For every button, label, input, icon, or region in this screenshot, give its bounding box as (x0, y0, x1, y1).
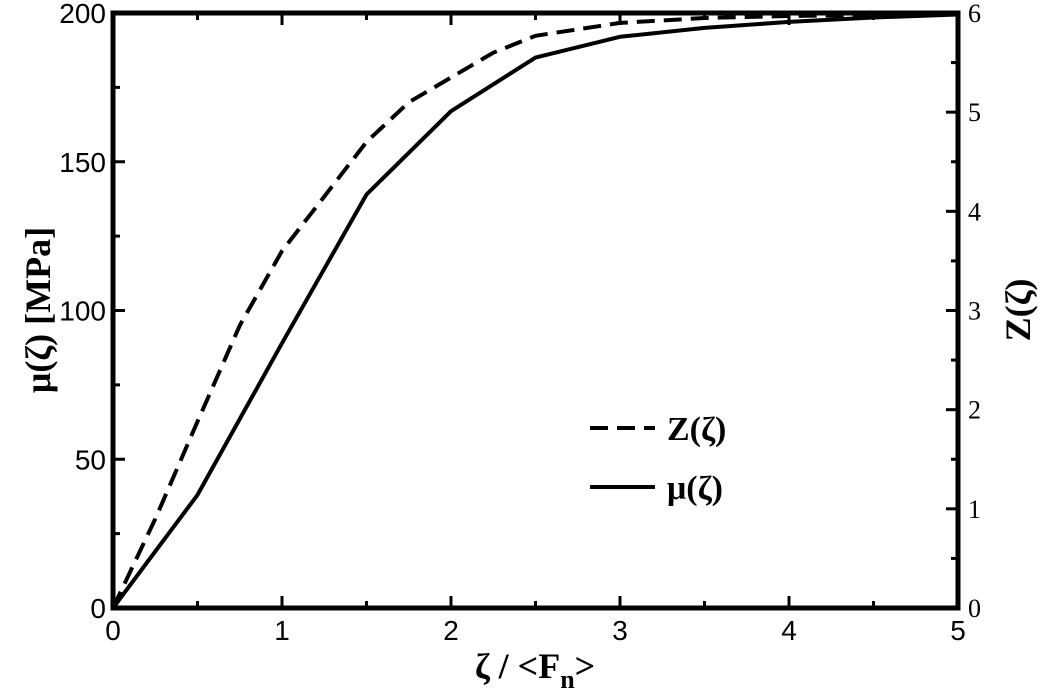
y-right-tick-label: 5 (968, 98, 981, 127)
y-axis-left-label: μ(ζ) [MPa] (18, 227, 58, 393)
y-right-tick-label: 4 (968, 197, 981, 226)
plot-frame (110, 10, 961, 611)
y-left-tick-label: 150 (59, 147, 106, 178)
y-right-tick-label: 6 (968, 0, 981, 28)
x-tick-label: 0 (105, 615, 121, 646)
x-axis-label-subscript: n (560, 665, 575, 694)
series-line-mu (111, 12, 959, 610)
y-left-tick-label: 100 (59, 296, 106, 327)
y-left-tick-label: 200 (59, 0, 106, 29)
y-axis-right-label: Z(ζ) (998, 279, 1038, 342)
x-axis-label-tail: > (575, 646, 596, 686)
y-left-tick-label: 0 (90, 593, 106, 624)
y-right-tick-label: 1 (968, 495, 981, 524)
legend-label-mu: μ(ζ) (667, 470, 723, 507)
x-tick-label: 4 (781, 615, 797, 646)
x-axis-label: ζ / <Fn> (475, 646, 595, 694)
series-line-z (111, 12, 959, 609)
plot-area (110, 10, 961, 611)
x-tick-label: 1 (274, 615, 290, 646)
y-right-tick-label: 3 (968, 297, 981, 326)
y-left-tick-label: 50 (75, 444, 106, 475)
series-layer (111, 12, 959, 610)
legend: Z(ζ) μ(ζ) (590, 411, 726, 507)
x-tick-label: 3 (612, 615, 628, 646)
legend-label-z: Z(ζ) (667, 411, 726, 448)
x-tick-label: 2 (443, 615, 459, 646)
y-right-tick-label: 2 (968, 396, 981, 425)
x-axis-label-main: ζ / <F (475, 646, 560, 686)
x-tick-label: 5 (950, 615, 966, 646)
y-right-tick-label: 0 (968, 594, 981, 623)
